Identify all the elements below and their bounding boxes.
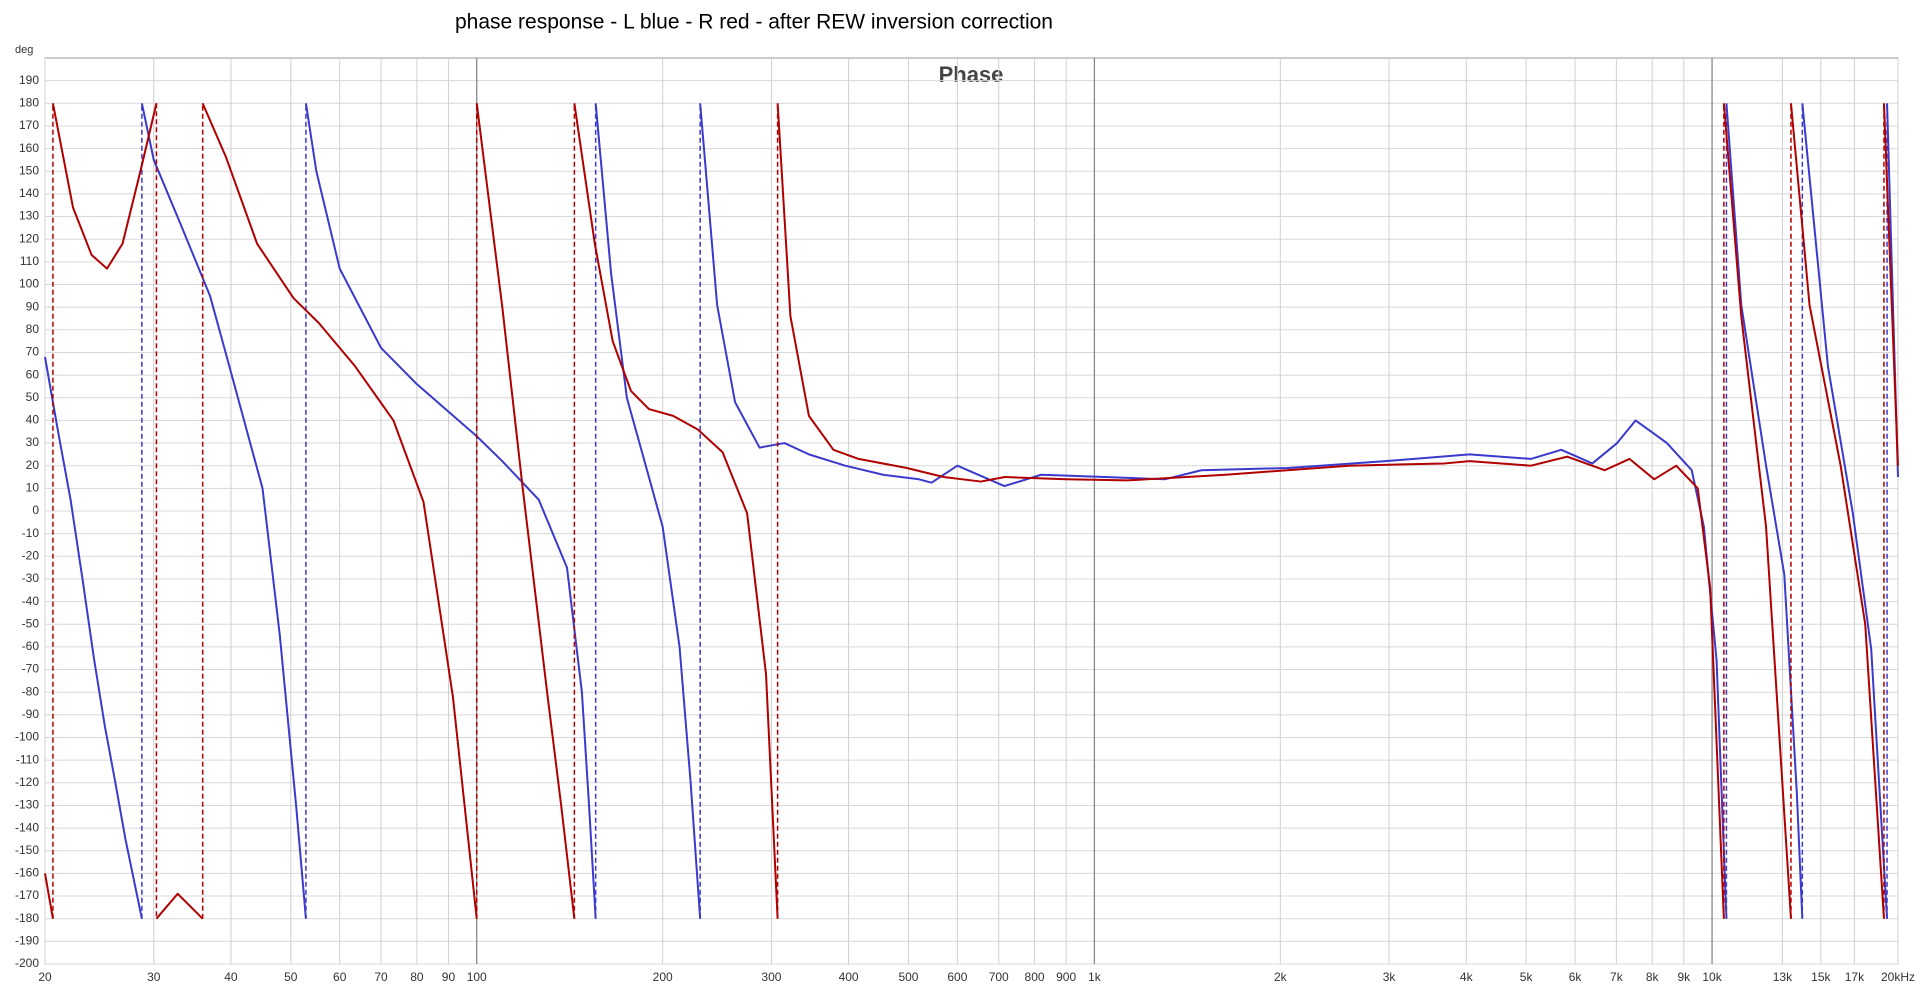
x-tick-label: 100: [467, 970, 487, 984]
y-tick-label: -130: [15, 798, 39, 812]
x-tick-label: 200: [653, 970, 673, 984]
y-tick-label: 120: [19, 231, 39, 245]
x-tick-label: 30: [147, 970, 161, 984]
y-tick-label: 0: [32, 503, 39, 517]
y-tick-label: -150: [15, 843, 39, 857]
y-tick-label: -20: [22, 548, 40, 562]
x-tick-label: 50: [284, 970, 298, 984]
x-tick-label: 10k: [1702, 970, 1722, 984]
x-tick-label: 3k: [1383, 970, 1397, 984]
y-tick-label: -100: [15, 730, 39, 744]
y-tick-label: -70: [22, 662, 40, 676]
x-tick-label: 900: [1056, 970, 1076, 984]
y-tick-label: 190: [19, 73, 39, 87]
y-tick-label: 170: [19, 118, 39, 132]
x-tick-label: 60: [333, 970, 347, 984]
y-tick-label: 20: [26, 458, 40, 472]
y-tick-label: 40: [26, 413, 40, 427]
x-tick-label: 400: [839, 970, 859, 984]
y-tick-label: -200: [15, 956, 39, 970]
y-tick-label: 150: [19, 163, 39, 177]
y-tick-label: -160: [15, 866, 39, 880]
x-tick-label: 40: [224, 970, 238, 984]
y-tick-label: 110: [20, 254, 39, 268]
y-tick-label: 30: [26, 435, 40, 449]
x-tick-label: 20: [38, 970, 52, 984]
y-tick-label: 100: [19, 277, 39, 291]
y-tick-label: 60: [26, 367, 40, 381]
x-tick-label: 5k: [1520, 970, 1534, 984]
x-tick-label: 70: [374, 970, 388, 984]
x-tick-label: 15k: [1811, 970, 1831, 984]
x-tick-label: 700: [989, 970, 1009, 984]
y-tick-label: 10: [26, 481, 40, 495]
y-tick-label: 80: [26, 322, 40, 336]
y-tick-label: -180: [15, 911, 39, 925]
x-tick-label: 1k: [1088, 970, 1102, 984]
y-tick-label: -90: [22, 707, 40, 721]
plot-title: Phase: [939, 62, 1004, 87]
y-tick-label: -30: [22, 571, 40, 585]
y-axis-label: deg: [15, 44, 33, 56]
x-tick-label: 600: [947, 970, 967, 984]
y-tick-label: -80: [22, 684, 40, 698]
y-tick-label: -50: [22, 616, 40, 630]
y-tick-label: 50: [26, 390, 40, 404]
y-tick-label: -190: [15, 934, 39, 948]
x-tick-label: 4k: [1460, 970, 1474, 984]
y-tick-label: -120: [15, 775, 39, 789]
chart-title: phase response - L blue - R red - after …: [455, 11, 1053, 34]
y-tick-label: -40: [22, 594, 40, 608]
x-tick-label: 90: [442, 970, 456, 984]
phase-line: [44, 102, 1899, 920]
y-tick-label: -110: [16, 752, 39, 766]
y-tick-label: 160: [19, 141, 39, 155]
x-tick-label: 2k: [1274, 970, 1288, 984]
x-tick-label: 500: [898, 970, 918, 984]
x-tick-label: 20kHz: [1881, 970, 1915, 984]
y-tick-label: -140: [15, 820, 39, 834]
x-tick-label: 800: [1025, 970, 1045, 984]
x-tick-label: 8k: [1646, 970, 1660, 984]
phase-line: [44, 103, 1899, 919]
x-tick-label: 13k: [1773, 970, 1793, 984]
x-tick-label: 7k: [1610, 970, 1624, 984]
y-tick-label: 70: [26, 345, 40, 359]
y-tick-label: 140: [19, 186, 39, 200]
x-tick-label: 300: [761, 970, 781, 984]
x-tick-label: 80: [410, 970, 424, 984]
y-tick-label: -170: [15, 888, 39, 902]
y-tick-label: 180: [19, 95, 39, 109]
x-tick-label: 17k: [1845, 970, 1865, 984]
x-tick-label: 6k: [1569, 970, 1583, 984]
y-tick-label: -60: [22, 639, 40, 653]
y-tick-label: -10: [22, 526, 40, 540]
y-tick-label: 130: [19, 209, 39, 223]
x-tick-label: 9k: [1677, 970, 1691, 984]
y-tick-label: 90: [26, 299, 40, 313]
